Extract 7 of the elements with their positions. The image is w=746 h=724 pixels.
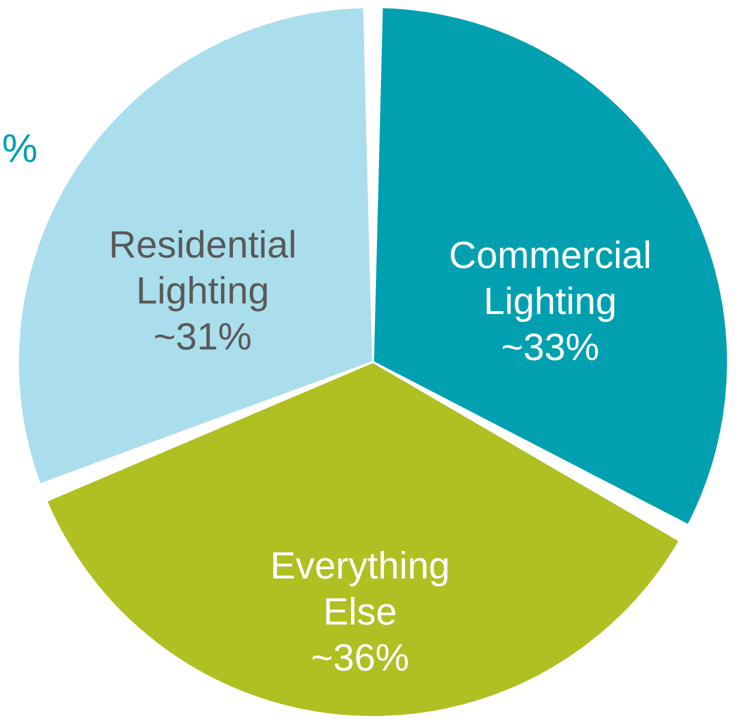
text: % <box>2 127 38 171</box>
slice-label: Everything Else <box>270 545 450 634</box>
data-label: ~36% <box>310 637 410 680</box>
data-label: ~33% <box>501 327 600 370</box>
slice-label: Commercial Lighting <box>448 235 652 324</box>
data-label: ~31% <box>154 316 252 358</box>
slice-label: Residential Lighting <box>108 224 297 312</box>
